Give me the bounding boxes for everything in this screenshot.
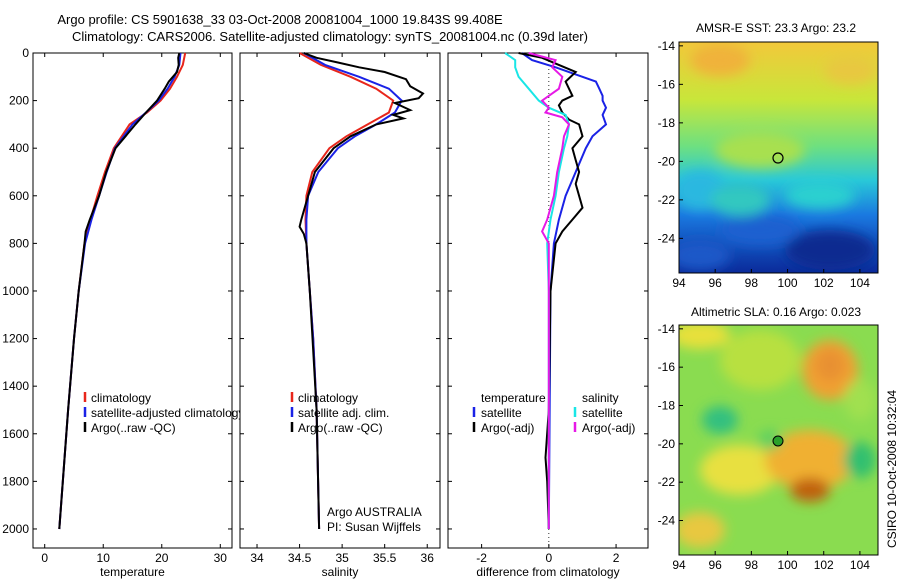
figure-title-line2: Climatology: CARS2006. Satellite-adjuste…: [72, 29, 588, 44]
x-tick-label: 30: [214, 551, 228, 565]
sla-map-texture: [679, 325, 876, 548]
y-tick-label: -18: [658, 116, 676, 130]
x-tick-label: 104: [850, 558, 870, 572]
salinity-xlabel: salinity: [322, 565, 359, 579]
y-tick-label: -16: [658, 360, 676, 374]
y-tick-label: -24: [658, 514, 676, 528]
x-tick-label: 34: [250, 551, 264, 565]
sla-map: [679, 325, 878, 555]
difference-xlabel: difference from climatology: [476, 565, 619, 579]
legend-header-salinity: salinity: [582, 391, 619, 405]
profile-panels: 0 10 20 30020040060080010001200140016001800…: [2, 46, 649, 579]
y-tick-label: 400: [9, 141, 29, 155]
legend-label: satellite: [481, 406, 522, 420]
temperature-series-argo-raw-qc-: [58, 52, 181, 530]
x-tick-label: 35: [335, 551, 349, 565]
y-tick-label: 800: [9, 236, 29, 250]
annotation-line1: Argo AUSTRALIA: [327, 505, 422, 519]
temperature-xlabel: temperature: [100, 565, 165, 579]
x-tick-label: 2: [613, 551, 620, 565]
x-tick-label: 104: [850, 276, 870, 290]
legend-label: Argo(-adj): [481, 421, 534, 435]
y-tick-label: 200: [9, 94, 29, 108]
x-tick-label: 96: [709, 558, 723, 572]
y-tick-label: -14: [658, 322, 676, 336]
sla-map-title: Altimetric SLA: 0.16 Argo: 0.023: [691, 305, 861, 319]
y-tick-label: -24: [658, 231, 676, 245]
sla-argo-marker: [772, 435, 784, 447]
legend-label: Argo(..raw -QC): [298, 421, 383, 435]
x-tick-label: 98: [745, 276, 759, 290]
x-tick-label: 102: [814, 276, 834, 290]
sst-argo-marker: [772, 152, 784, 164]
legend-label: satellite: [582, 406, 623, 420]
sst_map-axes: 94 96 98 100 102 104 -14 -16 -18 -20 -22 -24: [658, 39, 879, 290]
y-tick-label: -22: [658, 193, 676, 207]
y-tick-label: -16: [658, 77, 676, 91]
x-tick-label: 36: [421, 551, 435, 565]
legend-label: climatology: [298, 391, 358, 405]
temperature-panel: 0 10 20 30 0 200 400 600 800 1000 1200 1400 1600 1800…: [2, 46, 244, 579]
x-tick-label: 94: [672, 558, 686, 572]
difference-series-temperature-argo-adj-: [518, 52, 584, 530]
x-tick-label: -2: [476, 551, 487, 565]
sst_map-frame: [678, 41, 879, 274]
sla_map-frame: [678, 324, 879, 556]
y-tick-label: 1400: [2, 379, 29, 393]
legend-label: satellite-adjusted climatology: [91, 406, 244, 420]
x-tick-label: 0: [41, 551, 48, 565]
x-tick-label: 35.5: [373, 551, 397, 565]
x-tick-label: 102: [814, 558, 834, 572]
salinity-series-argo-raw-qc-: [298, 52, 425, 530]
x-tick-label: 96: [709, 276, 723, 290]
legend-label: Argo(-adj): [582, 421, 635, 435]
legend-label: satellite adj. clim.: [298, 406, 389, 420]
salinity-panel: 34 34.5 35 35.5 36 salinity climatologysatelli…: [239, 52, 441, 579]
annotation-line2: PI: Susan Wijffels: [327, 520, 421, 534]
y-tick-label: 2000: [2, 522, 29, 536]
legend-label: Argo(..raw -QC): [91, 421, 176, 435]
x-tick-label: 34.5: [288, 551, 312, 565]
x-tick-label: 10: [97, 551, 111, 565]
y-tick-label: -22: [658, 475, 676, 489]
sst-map-title: AMSR-E SST: 23.3 Argo: 23.2: [696, 21, 856, 35]
y-tick-label: -14: [658, 39, 676, 53]
x-tick-label: 98: [745, 558, 759, 572]
y-tick-label: 1800: [2, 474, 29, 488]
x-tick-label: 100: [778, 558, 798, 572]
y-tick-label: -18: [658, 399, 676, 413]
x-tick-label: 0: [545, 551, 552, 565]
y-tick-label: 1200: [2, 332, 29, 346]
y-tick-label: 600: [9, 189, 29, 203]
credit-text: CSIRO 10-Oct-2008 10:32:04: [885, 390, 899, 548]
difference-series-temperature-satellite: [521, 52, 608, 530]
figure-title-line1: Argo profile: CS 5901638_33 03-Oct-2008 …: [57, 12, 503, 27]
map-axes: 94 96 98 100 102 104 -14 -16 -18 -20 -22 -24 94 96 98 1…: [658, 39, 879, 572]
sla_map-axes: 94 96 98 100 102 104 -14 -16 -18 -20 -22 -24: [658, 322, 879, 572]
sst-map: [679, 42, 878, 273]
temperature-axes-frame: [32, 52, 233, 549]
y-tick-label: -20: [658, 154, 676, 168]
x-tick-label: 94: [672, 276, 686, 290]
y-tick-label: 0: [22, 46, 29, 60]
y-tick-label: -20: [658, 437, 676, 451]
x-tick-label: 20: [155, 551, 169, 565]
sst-map-texture: [679, 44, 876, 270]
salinity-axes-frame: [239, 52, 441, 549]
legend-label: climatology: [91, 391, 151, 405]
y-tick-label: 1000: [2, 284, 29, 298]
legend-header-temperature: temperature: [481, 391, 546, 405]
difference-series-salinity-argo-adj-: [528, 52, 571, 529]
x-tick-label: 100: [778, 276, 798, 290]
y-tick-label: 1600: [2, 427, 29, 441]
